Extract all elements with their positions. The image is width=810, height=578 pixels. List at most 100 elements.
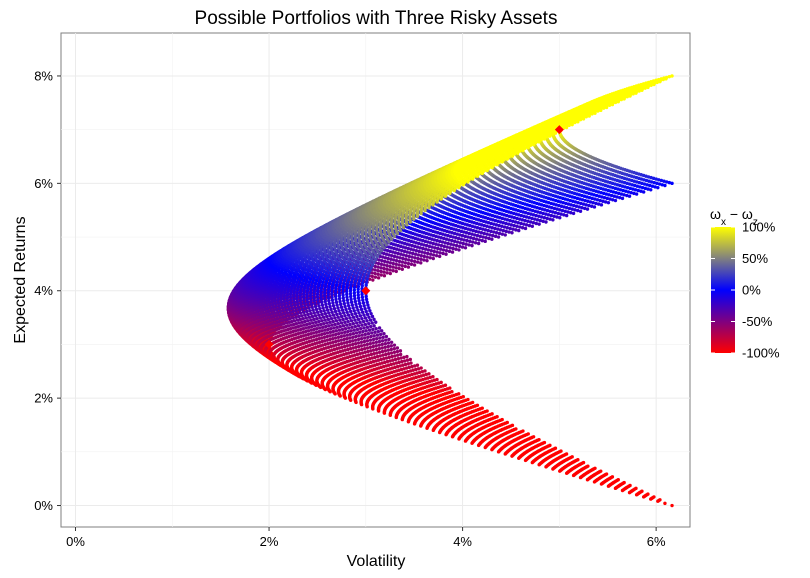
portfolio-point — [409, 258, 414, 263]
portfolio-point — [426, 251, 430, 256]
portfolio-point — [346, 319, 350, 324]
portfolio-point — [281, 309, 285, 313]
portfolio-point — [353, 338, 358, 342]
portfolio-point — [286, 304, 291, 309]
portfolio-point — [298, 290, 303, 294]
portfolio-point — [345, 323, 349, 327]
portfolio-point — [431, 374, 435, 379]
portfolio-point — [331, 319, 335, 324]
portfolio-point — [474, 237, 479, 241]
portfolio-point — [367, 328, 372, 332]
portfolio-point — [382, 263, 386, 267]
portfolio-point — [468, 239, 472, 244]
portfolio-point — [298, 317, 302, 322]
portfolio-point — [511, 227, 515, 231]
portfolio-point — [318, 306, 322, 311]
portfolio-point — [348, 322, 352, 327]
portfolio-point — [405, 354, 409, 359]
portfolio-point — [310, 324, 314, 329]
portfolio-point — [383, 342, 388, 346]
portfolio-point — [350, 303, 355, 307]
portfolio-point — [305, 322, 309, 327]
portfolio-point — [355, 321, 359, 325]
portfolio-point — [296, 305, 301, 309]
portfolio-point — [392, 343, 397, 347]
portfolio-point — [396, 353, 400, 357]
portfolio-point — [447, 249, 452, 254]
portfolio-point — [551, 218, 555, 222]
portfolio-point — [289, 304, 294, 308]
portfolio-point — [616, 478, 620, 482]
portfolio-point — [652, 495, 656, 499]
portfolio-point — [437, 254, 442, 259]
portfolio-point — [351, 342, 355, 347]
portfolio-point — [542, 440, 547, 445]
portfolio-point — [340, 331, 344, 335]
portfolio-point — [319, 322, 323, 327]
portfolio-point — [377, 339, 382, 344]
portfolio-point — [362, 326, 366, 330]
portfolio-point — [309, 302, 314, 307]
portfolio-point — [441, 251, 445, 256]
portfolio-point — [336, 321, 341, 326]
portfolio-point — [343, 320, 347, 324]
portfolio-point — [348, 332, 353, 337]
portfolio-point — [388, 268, 392, 272]
portfolio-point — [494, 231, 499, 235]
portfolio-point — [322, 332, 327, 336]
portfolio-point — [480, 238, 484, 243]
portfolio-point — [343, 330, 347, 334]
portfolio-point — [400, 267, 405, 271]
portfolio-point — [376, 268, 380, 273]
portfolio-point — [321, 325, 325, 329]
portfolio-point — [544, 220, 548, 224]
portfolio-point — [419, 257, 423, 261]
portfolio-point — [303, 306, 308, 311]
portfolio-point — [326, 317, 331, 322]
portfolio-point — [395, 349, 400, 354]
portfolio-point — [349, 300, 354, 304]
portfolio-point — [484, 236, 488, 240]
portfolio-point — [517, 228, 521, 233]
portfolio-point — [507, 230, 511, 234]
portfolio-point — [503, 233, 507, 237]
portfolio-point — [313, 324, 317, 328]
portfolio-point — [334, 319, 339, 323]
portfolio-point — [371, 337, 376, 342]
portfolio-point — [366, 332, 371, 336]
portfolio-point — [315, 316, 319, 321]
portfolio-point — [339, 338, 343, 342]
portfolio-point — [541, 219, 545, 223]
portfolio-point — [339, 305, 344, 309]
portfolio-point — [454, 243, 459, 248]
portfolio-point — [329, 316, 334, 321]
portfolio-point — [326, 327, 330, 332]
portfolio-point — [407, 254, 411, 259]
portfolio-point — [316, 323, 320, 327]
portfolio-point — [465, 238, 469, 243]
portfolio-point — [328, 304, 332, 309]
portfolio-point — [530, 224, 535, 228]
portfolio-point — [432, 249, 436, 254]
portfolio-point — [425, 255, 429, 259]
portfolio-point — [283, 305, 288, 309]
portfolio-point — [413, 256, 417, 260]
portfolio-point — [534, 221, 538, 226]
portfolio-point — [379, 269, 383, 274]
portfolio-point — [325, 321, 329, 325]
portfolio-point — [373, 271, 377, 276]
portfolio-point — [285, 293, 290, 297]
portfolio-point — [302, 323, 306, 327]
portfolio-point — [553, 446, 558, 450]
portfolio-point — [308, 321, 312, 326]
portfolio-point — [282, 291, 287, 295]
chart-title: Possible Portfolios with Three Risky Ass… — [195, 8, 558, 29]
portfolio-point — [391, 261, 395, 266]
portfolio-point — [394, 262, 398, 266]
portfolio-point — [397, 259, 402, 264]
portfolio-point — [412, 259, 417, 264]
portfolio-point — [383, 345, 387, 349]
portfolio-point — [355, 305, 359, 309]
portfolio-point — [593, 466, 597, 470]
portfolio-point — [400, 260, 405, 264]
